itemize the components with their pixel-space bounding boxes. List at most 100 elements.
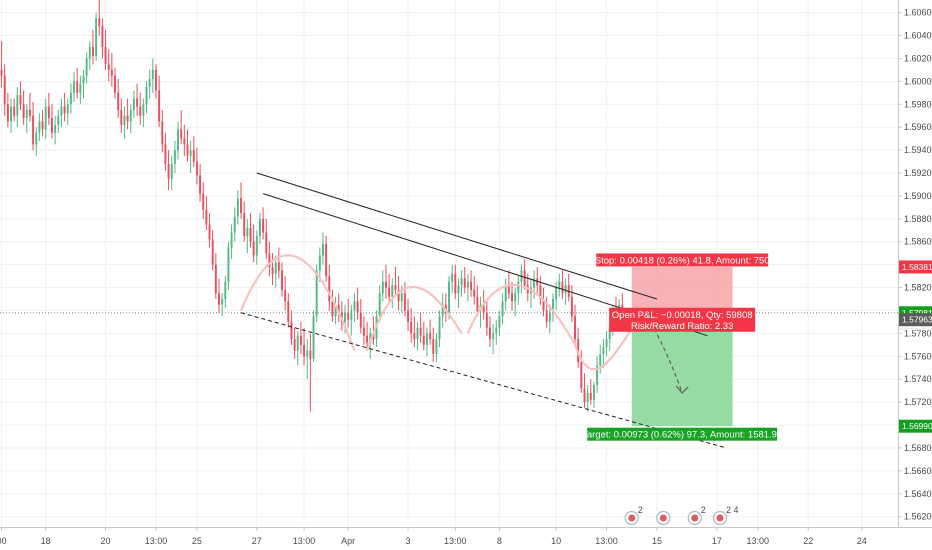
candle-up <box>605 339 608 348</box>
candle-down <box>397 289 400 302</box>
candle-down <box>208 224 211 240</box>
candle-down <box>485 312 488 328</box>
upper-channel-line <box>256 172 658 300</box>
pnl-box <box>609 307 756 332</box>
candle-up <box>318 255 321 271</box>
candle-down <box>136 98 139 107</box>
risk-reward-label: Risk/Reward Ratio: 2.33 <box>631 321 733 332</box>
price-tick-label: 1.59600 <box>904 122 932 132</box>
time-tick-label: 13:00 <box>747 536 770 546</box>
candle-down <box>488 327 491 340</box>
price-tick-label: 1.57400 <box>904 374 932 384</box>
candle-up <box>602 347 605 355</box>
candle-down <box>262 218 265 233</box>
candle-down <box>107 64 110 70</box>
candle-down <box>76 81 79 93</box>
candle-down <box>583 388 586 403</box>
candle-up <box>177 129 180 151</box>
arc-3 <box>466 283 576 346</box>
candle-down <box>589 392 592 400</box>
price-tick-label: 1.60400 <box>904 31 932 41</box>
time-tick-label: 8 <box>497 536 502 546</box>
candle-down <box>101 26 104 47</box>
event-icon-dot <box>628 514 636 522</box>
candle-up <box>315 270 318 317</box>
candle-down <box>186 144 189 156</box>
stop-loss-zone <box>631 266 733 313</box>
candle-up <box>38 121 41 133</box>
time-tick-label: 24 <box>857 536 867 546</box>
candle-down <box>6 104 9 122</box>
candle-down <box>293 339 296 351</box>
time-tick-label: 13:00 <box>145 536 168 546</box>
time-tick-label: 20 <box>101 536 111 546</box>
candle-down <box>284 289 287 302</box>
candle-down <box>432 339 435 355</box>
candle-down <box>240 198 243 214</box>
position-labels: Stop: 0.00418 (0.26%) 41.8, Amount: 750 T… <box>582 253 782 441</box>
candle-down <box>22 104 25 119</box>
candle-up <box>312 316 315 359</box>
price-tick-label: 1.58200 <box>904 283 932 293</box>
candle-down <box>362 327 365 336</box>
candle-up <box>608 327 611 340</box>
stop-price-tag-bg <box>899 260 932 274</box>
candle-down <box>410 321 413 334</box>
candle-up <box>435 339 438 355</box>
event-icon-dot <box>691 514 699 522</box>
candles <box>0 0 624 412</box>
candle-down <box>167 163 170 179</box>
candle-down <box>476 296 479 311</box>
candle-up <box>57 115 60 125</box>
candle-down <box>63 106 66 114</box>
event-icon-count: 2 <box>701 505 706 515</box>
candle-down <box>331 301 334 317</box>
candle-down <box>214 264 217 294</box>
candle-up <box>564 285 567 294</box>
candle-up <box>258 218 261 237</box>
candle-up <box>353 301 356 311</box>
candle-up <box>274 262 277 274</box>
candle-down <box>98 18 101 27</box>
candle-up <box>66 104 69 114</box>
candle-down <box>523 270 526 286</box>
candle-up <box>501 301 504 317</box>
candle-down <box>91 46 94 57</box>
candle-down <box>277 262 280 271</box>
candle-down <box>507 285 510 294</box>
candle-down <box>47 106 50 119</box>
candle-down <box>561 281 564 294</box>
price-tick-label: 1.56600 <box>904 466 932 476</box>
candle-up <box>599 354 602 366</box>
candle-up <box>306 350 309 357</box>
candle-down <box>183 138 186 145</box>
candle-up <box>224 281 227 300</box>
candle-up <box>498 316 501 328</box>
candle-down <box>192 150 195 162</box>
price-tick-label: 1.57800 <box>904 328 932 338</box>
candle-up <box>586 392 589 403</box>
candle-up <box>54 124 57 133</box>
candle-down <box>104 46 107 65</box>
candle-up <box>492 333 495 340</box>
candle-down <box>114 75 116 93</box>
candle-up <box>495 327 498 334</box>
candle-down <box>303 344 306 357</box>
candle-down <box>28 109 31 116</box>
price-tick-label: 1.58600 <box>904 237 932 247</box>
price-tick-label: 1.59000 <box>904 191 932 201</box>
candle-up <box>296 335 299 351</box>
candle-down <box>539 285 542 300</box>
candle-down <box>454 273 457 294</box>
stop-price-tag: 1.58381 <box>902 262 932 272</box>
candle-down <box>19 95 22 105</box>
candle-down <box>511 293 513 302</box>
candle-up <box>460 278 463 286</box>
candle-down <box>545 310 548 322</box>
target-price-tag-bg <box>899 419 932 433</box>
candle-up <box>69 92 72 105</box>
time-tick-label: 13:00 <box>444 536 467 546</box>
price-tick-label: 1.56400 <box>904 489 932 499</box>
candle-down <box>211 239 214 265</box>
